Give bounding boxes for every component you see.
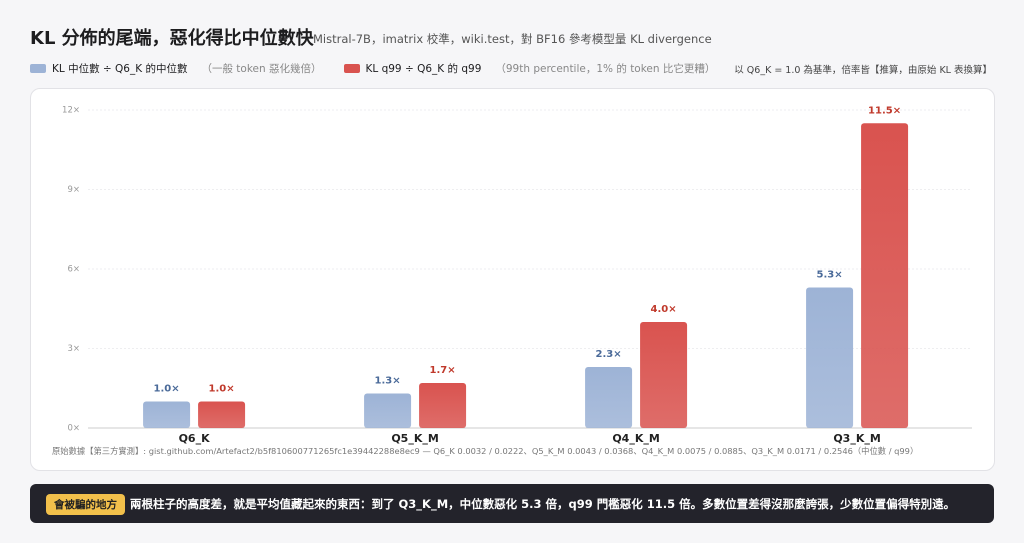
bar	[861, 123, 909, 428]
bar	[806, 287, 854, 428]
value-label: 2.3×	[596, 349, 622, 360]
legend-note: （99th percentile，1% 的 token 比它更糟）	[495, 63, 716, 75]
source-note: 原始數據【第三方實測】: gist.github.com/Artefact2/b…	[52, 446, 918, 456]
y-tick-label: 9×	[67, 185, 80, 195]
legend-item: KL q99 ÷ Q6_K 的 q99 （99th percentile，1% 的…	[343, 61, 716, 76]
callout-badge: 會被騙的地方	[46, 494, 125, 515]
bar	[364, 393, 412, 428]
bar	[419, 382, 467, 428]
legend-note: （一般 token 惡化幾倍）	[201, 63, 322, 75]
value-label: 1.0×	[209, 384, 235, 395]
chart: 0× 3× 6× 9× 12× Q6_K 1.0× 1.0× Q5_K_M 1.3× 1.7× Q4_…	[52, 105, 972, 456]
legend-label: KL q99 ÷ Q6_K 的 q99	[365, 63, 482, 75]
y-tick-label: 12×	[62, 106, 80, 116]
x-tick-label: Q4_K_M	[612, 432, 659, 445]
subtitle: Mistral-7B，imatrix 校準，wiki.test，對 BF16 參…	[313, 32, 712, 46]
legend: KL 中位數 ÷ Q6_K 的中位數 （一般 token 惡化幾倍） KL q99 …	[30, 61, 715, 76]
chart-title: KL 分佈的尾端，惡化得比中位數快	[30, 28, 314, 49]
bar	[143, 401, 191, 428]
callout-text: 兩根柱子的高度差，就是平均值藏起來的東西：到了 Q3_K_M，中位數惡化 5.3…	[130, 497, 956, 511]
bar	[640, 322, 688, 428]
legend-swatch	[343, 64, 360, 73]
value-label: 1.7×	[430, 365, 456, 376]
value-label: 4.0×	[651, 304, 677, 315]
bar	[198, 401, 246, 428]
value-label: 1.3×	[375, 376, 401, 387]
value-label: 11.5×	[868, 105, 901, 116]
y-tick-label: 0×	[67, 424, 80, 434]
bar	[585, 367, 633, 428]
callout: 會被騙的地方 兩根柱子的高度差，就是平均值藏起來的東西：到了 Q3_K_M，中位…	[30, 484, 994, 523]
x-tick-label: Q6_K	[179, 432, 211, 445]
legend-label: KL 中位數 ÷ Q6_K 的中位數	[52, 63, 188, 75]
legend-item: KL 中位數 ÷ Q6_K 的中位數 （一般 token 惡化幾倍）	[30, 61, 322, 76]
y-tick-label: 3×	[67, 344, 80, 354]
y-tick-label: 6×	[67, 265, 80, 275]
legend-swatch	[30, 64, 46, 73]
value-label: 5.3×	[817, 270, 843, 281]
scale-note: 以 Q6_K = 1.0 為基準，倍率皆【推算，由原始 KL 表換算】	[734, 65, 992, 76]
x-tick-label: Q3_K_M	[833, 432, 880, 445]
value-label: 1.0×	[154, 384, 180, 395]
x-tick-label: Q5_K_M	[391, 432, 438, 445]
